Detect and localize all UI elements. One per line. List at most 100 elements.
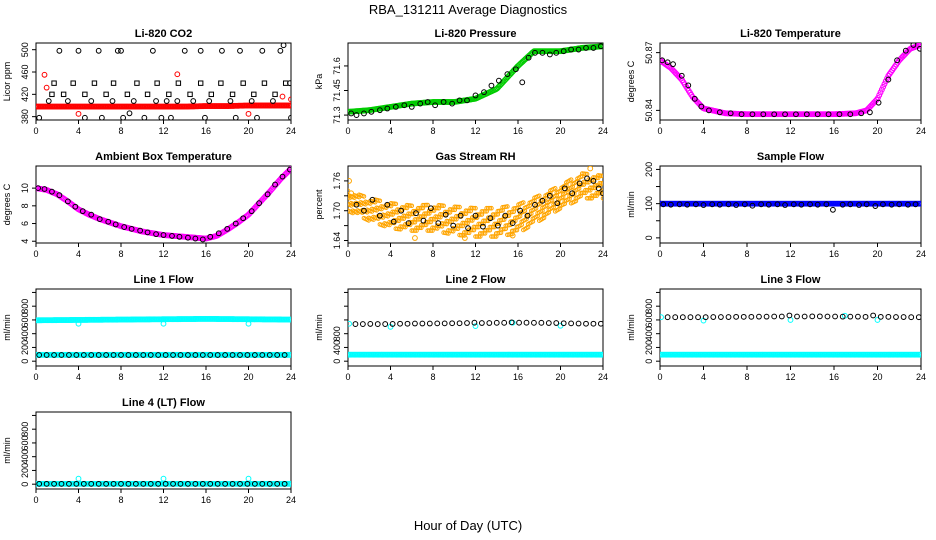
data-point — [114, 47, 121, 54]
data-point — [140, 352, 147, 358]
data-point — [132, 480, 139, 487]
data-point — [96, 216, 103, 223]
dense-point — [288, 102, 291, 109]
data-point — [870, 312, 877, 319]
data-point — [449, 100, 456, 107]
band-point — [489, 205, 494, 211]
data-point — [185, 234, 191, 241]
data-point — [504, 71, 511, 78]
data-point — [502, 212, 509, 219]
x-tick-label: 0 — [657, 372, 662, 382]
chart-panel: Li-820 Temperature degrees C 0 4 8 12 16 20 24 50… — [626, 28, 926, 136]
data-point — [832, 313, 838, 320]
y-tick-label: 50.84 — [644, 99, 654, 122]
data-point — [384, 201, 391, 208]
data-point — [272, 91, 278, 98]
data-point — [456, 97, 463, 104]
data-point — [441, 320, 448, 327]
y-tick-label: 800 — [332, 326, 342, 341]
data-point — [120, 114, 127, 120]
panel-title: Gas Stream RH — [435, 151, 515, 163]
x-tick-label: 8 — [118, 372, 123, 382]
chart-panel: Line 4 (LT) Flow ml/min 0 4 8 12 16 20 24 0 200400… — [2, 397, 296, 505]
data-point — [691, 95, 698, 102]
y-tick-label: 6 — [20, 221, 30, 226]
data-point — [830, 206, 836, 213]
data-point — [866, 109, 873, 116]
data-point — [684, 201, 691, 208]
data-point — [154, 80, 160, 86]
x-tick-label: 0 — [345, 372, 350, 382]
data-point — [41, 71, 48, 78]
y-tick-label: 400 — [20, 326, 30, 341]
data-point — [478, 320, 485, 326]
data-point — [199, 352, 206, 358]
dense-point — [918, 200, 921, 207]
data-point — [771, 111, 778, 118]
dense-point — [288, 316, 291, 323]
data-point — [404, 320, 411, 327]
band-point — [530, 219, 536, 224]
data-point — [910, 43, 917, 48]
data-layer — [660, 200, 921, 213]
data-point — [839, 313, 846, 320]
band-point — [536, 193, 542, 199]
panel-title: Line 4 (LT) Flow — [122, 397, 205, 409]
data-layer — [348, 43, 603, 118]
y-tick-label: 800 — [20, 299, 30, 314]
band-point — [521, 200, 526, 205]
data-point — [208, 91, 215, 98]
band-point — [599, 180, 603, 186]
data-point — [875, 99, 882, 106]
data-point — [199, 236, 206, 243]
data-point — [174, 98, 181, 104]
data-point — [760, 111, 767, 118]
data-point — [568, 320, 575, 327]
y-tick-label: 200 — [20, 463, 30, 478]
data-point — [259, 352, 266, 358]
y-tick-label: 1.64 — [332, 232, 342, 250]
data-point — [144, 91, 151, 98]
x-tick-label: 8 — [430, 249, 435, 259]
y-tick-label: 0 — [644, 359, 654, 364]
figure-x-axis-label: Hour of Day (UTC) — [413, 518, 523, 533]
x-tick-label: 0 — [33, 249, 38, 259]
data-point — [426, 320, 433, 327]
y-tick-label: 100 — [644, 196, 654, 211]
y-tick-label: 460 — [20, 64, 30, 79]
data-point — [798, 201, 805, 208]
x-tick-label: 20 — [243, 372, 253, 382]
data-point — [64, 98, 71, 104]
data-point — [56, 192, 63, 199]
data-point — [36, 352, 43, 358]
data-point — [95, 352, 102, 358]
data-point — [110, 480, 117, 487]
data-point — [75, 475, 82, 482]
data-point — [531, 319, 537, 326]
data-point — [509, 232, 516, 239]
dense-point — [600, 351, 603, 358]
band-point — [524, 216, 529, 222]
y-tick-label: 0 — [20, 359, 30, 364]
data-point — [66, 352, 72, 358]
data-point — [872, 203, 879, 209]
data-point — [132, 352, 139, 358]
band-point — [568, 177, 574, 182]
data-point — [202, 114, 208, 120]
y-tick-label: 200 — [644, 340, 654, 355]
x-tick-label: 8 — [744, 372, 749, 382]
data-point — [419, 320, 426, 327]
data-point — [896, 201, 903, 208]
data-point — [229, 352, 236, 358]
data-point — [523, 319, 530, 326]
data-point — [397, 320, 403, 327]
y-axis-label: percent — [314, 189, 324, 220]
data-point — [856, 202, 862, 208]
data-point — [546, 192, 553, 199]
data-point — [155, 480, 162, 487]
data-point — [282, 80, 289, 86]
y-tick-label: 800 — [644, 299, 654, 314]
data-point — [287, 166, 291, 173]
panel-title: Li-820 Temperature — [740, 28, 841, 40]
